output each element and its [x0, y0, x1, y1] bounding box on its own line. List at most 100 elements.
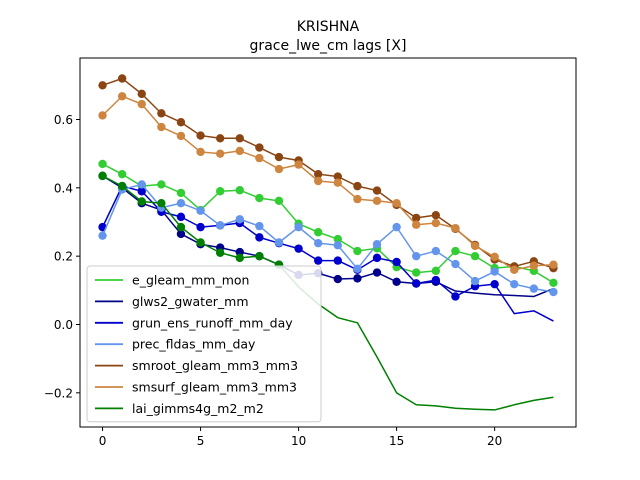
data-point [235, 247, 244, 257]
data-point [274, 152, 284, 162]
data-point [137, 89, 146, 99]
data-point [314, 256, 323, 265]
data-point [137, 197, 146, 206]
data-point [490, 252, 499, 262]
data-point [215, 248, 225, 257]
data-point [117, 181, 127, 191]
data-point [529, 284, 539, 293]
data-point [255, 193, 264, 203]
data-point [372, 240, 382, 249]
data-point [353, 264, 362, 274]
legend-label: lai_gimms4g_m2_m2 [132, 401, 264, 416]
legend-item: glws2_gwater_mm [95, 294, 249, 309]
data-point [353, 181, 362, 191]
data-point [353, 194, 362, 204]
data-point [137, 187, 146, 196]
legend-item: smsurf_gleam_mm3_mm3 [95, 380, 297, 395]
data-point [117, 169, 127, 179]
chart-subtitle: grace_lwe_cm lags [X] [250, 38, 407, 54]
data-point [255, 233, 264, 242]
data-point [255, 143, 264, 152]
data-point [392, 277, 401, 286]
legend-label: grun_ens_runoff_mm_day [132, 315, 293, 330]
data-point [255, 153, 264, 163]
x-tick-label: 0 [99, 434, 107, 448]
series-line-lai_gimms4g_m2_m2 [102, 175, 554, 411]
data-point [549, 278, 558, 288]
data-point [98, 231, 107, 240]
data-point [451, 292, 460, 301]
data-point [196, 238, 205, 247]
x-tick-label: 20 [487, 434, 502, 448]
data-point [392, 199, 401, 208]
axes-frame [79, 57, 577, 428]
data-point [333, 274, 342, 284]
data-point [157, 180, 166, 189]
data-point [333, 172, 342, 181]
legend-label: e_gleam_mm_mon [132, 273, 249, 288]
data-point [431, 218, 441, 228]
chart-title: KRISHNA [297, 19, 360, 35]
data-point [353, 246, 362, 256]
y-tick-label: 0.2 [54, 250, 73, 264]
data-point [137, 180, 146, 189]
data-point [412, 220, 421, 229]
data-point [470, 276, 480, 286]
data-point [117, 92, 127, 101]
legend-item: prec_fldas_mm_day [95, 337, 256, 352]
data-point [294, 222, 303, 232]
data-point [412, 268, 421, 277]
data-point [372, 268, 382, 277]
data-point [412, 251, 421, 261]
series-line-glws2_gwater_mm [102, 175, 554, 298]
data-point [333, 241, 342, 250]
data-point [451, 246, 460, 256]
data-point [392, 222, 401, 232]
data-point [215, 187, 225, 196]
legend-label: glws2_gwater_mm [132, 294, 249, 309]
data-point [314, 238, 323, 248]
x-tick-label: 10 [291, 434, 306, 448]
data-point [470, 251, 480, 261]
data-point [176, 229, 186, 239]
data-point [196, 147, 205, 157]
data-point [353, 274, 362, 283]
plot-area [98, 74, 558, 411]
legend-label: prec_fldas_mm_day [132, 337, 256, 352]
data-point [255, 251, 264, 261]
data-point [176, 118, 186, 127]
data-point [215, 134, 225, 143]
data-point [274, 196, 284, 206]
x-tick-label: 5 [197, 434, 205, 448]
data-point [137, 99, 146, 109]
data-point [235, 186, 244, 195]
data-point [451, 223, 460, 233]
data-point [196, 206, 205, 215]
data-point [333, 178, 342, 187]
data-point [470, 241, 480, 251]
data-point [431, 246, 441, 256]
legend-item: e_gleam_mm_mon [95, 273, 249, 288]
data-point [176, 131, 186, 141]
data-point [372, 196, 382, 206]
y-tick-label: −0.2 [44, 386, 73, 400]
series-smsurf_gleam_mm3_mm3 [98, 92, 558, 275]
data-point [314, 169, 323, 179]
data-point [98, 171, 107, 181]
data-point [235, 134, 244, 143]
data-point [333, 256, 342, 265]
data-point [372, 253, 382, 263]
data-point [235, 215, 244, 224]
axes: 0 5 10 15 20 −0.2 0.0 0.2 0.4 0.6 [44, 57, 577, 448]
legend-item: lai_gimms4g_m2_m2 [95, 401, 264, 416]
y-tick-label: 0.0 [54, 318, 73, 332]
data-point [176, 188, 186, 198]
legend-item: smroot_gleam_mm3_mm3 [95, 358, 298, 373]
data-point [412, 279, 421, 288]
data-point [157, 199, 166, 208]
data-point [235, 146, 244, 156]
data-point [372, 186, 382, 195]
data-point [490, 267, 499, 276]
data-point [196, 222, 205, 232]
